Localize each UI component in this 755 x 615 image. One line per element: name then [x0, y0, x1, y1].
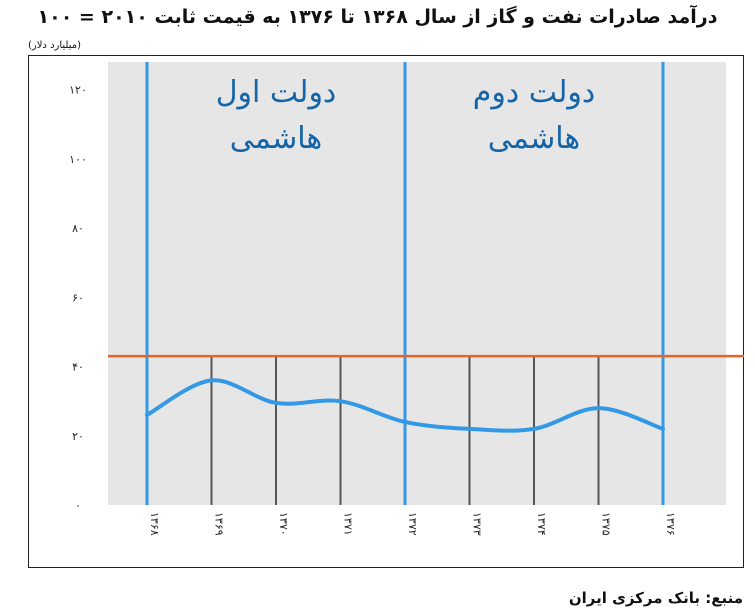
x-tick-label: ۱۳۷۱: [342, 512, 355, 536]
x-tick-label: ۱۳۷۳: [471, 512, 484, 536]
source-note: منبع: بانک مرکزی ایران: [568, 589, 743, 607]
plot-background: [108, 62, 726, 505]
y-tick-label: ۰: [75, 499, 81, 512]
x-tick-label: ۱۳۷۴: [535, 512, 548, 536]
x-tick-label: ۱۳۶۹: [213, 512, 226, 536]
x-tick-label: ۱۳۷۲: [406, 512, 419, 536]
y-tick-label: ۱۲۰: [69, 84, 87, 97]
chart-title: درآمد صادرات نفت و گاز از سال ۱۳۶۸ تا ۱۳…: [37, 6, 718, 28]
era-label-line1: دولت دوم: [473, 75, 595, 110]
era-label-line2: هاشمی: [488, 121, 580, 156]
era-label-line2: هاشمی: [230, 121, 322, 156]
y-tick-label: ۸۰: [72, 222, 84, 235]
era-label-line1: دولت اول: [216, 75, 337, 110]
y-tick-label: ۲۰: [72, 430, 84, 443]
y-tick-label: ۱۰۰: [69, 153, 87, 166]
x-tick-label: ۱۳۷۰: [277, 512, 290, 536]
x-tick-label: ۱۳۷۵: [600, 512, 613, 536]
y-axis-unit: (میلیارد دلار): [28, 40, 81, 51]
x-tick-label: ۱۳۷۶: [664, 512, 677, 536]
y-tick-label: ۴۰: [72, 361, 84, 374]
y-tick-label: ۶۰: [72, 291, 84, 304]
x-tick-label: ۱۳۶۸: [148, 512, 161, 536]
